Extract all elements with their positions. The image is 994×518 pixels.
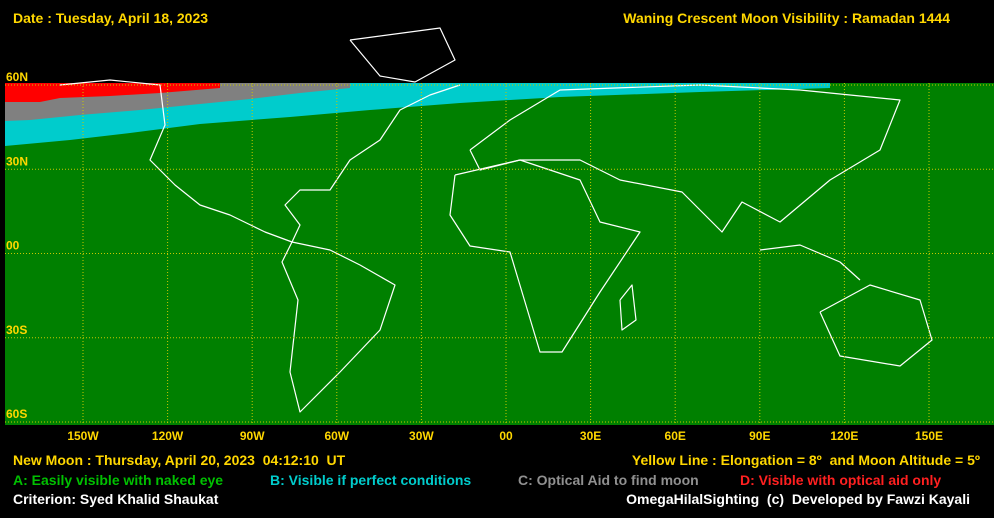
- new-moon: New Moon : Thursday, April 20, 2023 04:1…: [13, 452, 346, 468]
- coastline: [449, 159, 641, 353]
- coastline: [759, 244, 861, 281]
- date: Date : Tuesday, April 18, 2023: [13, 10, 208, 26]
- coastline: [349, 27, 456, 83]
- coastline: [469, 84, 901, 233]
- latitude-label: 30N: [6, 154, 28, 168]
- yellow-line-note: Yellow Line : Elongation = 8º and Moon A…: [632, 452, 980, 468]
- legend-d: D: Visible with optical aid only: [740, 472, 941, 488]
- latitude-label: 60N: [6, 70, 28, 84]
- coastline: [281, 241, 396, 413]
- longitude-label: 90E: [749, 429, 770, 443]
- longitude-label: 150W: [67, 429, 99, 443]
- coastlines: [59, 27, 933, 413]
- legend-c: C: Optical Aid to find moon: [518, 472, 699, 488]
- legend-a: A: Easily visible with naked eye: [13, 472, 223, 488]
- longitude-label: 120E: [830, 429, 858, 443]
- longitude-label: 60E: [665, 429, 686, 443]
- longitude-label: 90W: [240, 429, 265, 443]
- longitude-label: 30W: [409, 429, 434, 443]
- credit: OmegaHilalSighting (c) Developed by Fawz…: [626, 491, 970, 507]
- coastline: [819, 284, 933, 367]
- longitude-label: 00: [499, 429, 513, 443]
- longitude-label: 120W: [152, 429, 184, 443]
- longitude-label: 30E: [580, 429, 601, 443]
- latitude-label: 60S: [6, 407, 27, 421]
- graticule: 60N 30N 00 30S 60S 150W 120W 90W 60W 30W 00 30E 60E 9…: [5, 70, 994, 443]
- legend-b: B: Visible if perfect conditions: [270, 472, 471, 488]
- coastline: [619, 284, 637, 331]
- latitude-label: 30S: [6, 323, 27, 337]
- latitude-label: 00: [6, 239, 20, 253]
- criterion: Criterion: Syed Khalid Shaukat: [13, 491, 219, 507]
- zone-d-area: [5, 83, 220, 102]
- zone-a-area: [5, 83, 994, 425]
- labels: Date : Tuesday, April 18, 2023 Waning Cr…: [13, 10, 980, 507]
- longitude-label: 60W: [324, 429, 349, 443]
- longitude-label: 150E: [915, 429, 943, 443]
- map-title: Waning Crescent Moon Visibility : Ramada…: [623, 10, 950, 26]
